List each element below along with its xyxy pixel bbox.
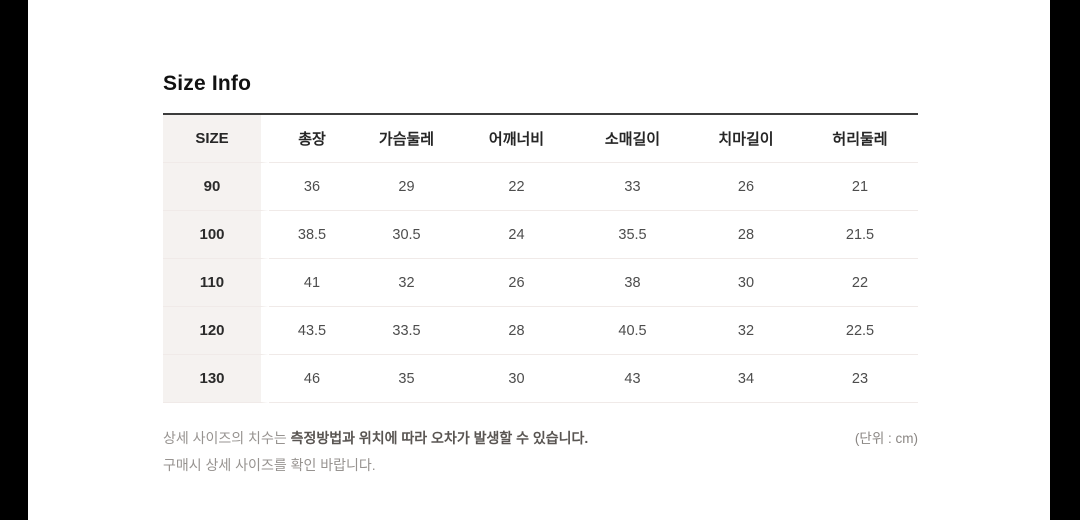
value-cell: 40.5 [575, 307, 690, 355]
letterbox-right [1050, 0, 1080, 520]
column-header-size: SIZE [163, 115, 269, 163]
size-cell: 120 [163, 307, 269, 355]
value-cell: 22 [802, 259, 918, 307]
value-cell: 22.5 [802, 307, 918, 355]
value-cell: 35 [355, 355, 458, 403]
table-row: 90 36 29 22 33 26 21 [163, 163, 918, 211]
value-cell: 30.5 [355, 211, 458, 259]
size-info-section: Size Info SIZE 총장 가슴둘레 어깨너비 소매길이 치마길이 허리… [163, 0, 918, 479]
note-row: 상세 사이즈의 치수는 측정방법과 위치에 따라 오차가 발생할 수 있습니다.… [163, 425, 918, 452]
column-header-shoulder: 어깨너비 [458, 115, 575, 163]
size-cell: 100 [163, 211, 269, 259]
value-cell: 32 [355, 259, 458, 307]
column-header-chest: 가슴둘레 [355, 115, 458, 163]
note-line-1-normal: 상세 사이즈의 치수는 [163, 430, 291, 446]
value-cell: 30 [690, 259, 802, 307]
value-cell: 22 [458, 163, 575, 211]
value-cell: 36 [269, 163, 355, 211]
value-cell: 41 [269, 259, 355, 307]
table-row: 120 43.5 33.5 28 40.5 32 22.5 [163, 307, 918, 355]
column-header-waist: 허리둘레 [802, 115, 918, 163]
value-cell: 30 [458, 355, 575, 403]
letterbox-left [0, 0, 28, 520]
value-cell: 32 [690, 307, 802, 355]
value-cell: 26 [458, 259, 575, 307]
column-header-total-length: 총장 [269, 115, 355, 163]
note-line-1: 상세 사이즈의 치수는 측정방법과 위치에 따라 오차가 발생할 수 있습니다. [163, 425, 588, 452]
size-cell: 90 [163, 163, 269, 211]
value-cell: 24 [458, 211, 575, 259]
table-row: 110 41 32 26 38 30 22 [163, 259, 918, 307]
value-cell: 28 [690, 211, 802, 259]
note-line-1-bold: 측정방법과 위치에 따라 오차가 발생할 수 있습니다. [290, 430, 589, 446]
size-cell: 130 [163, 355, 269, 403]
value-cell: 28 [458, 307, 575, 355]
column-header-skirt: 치마길이 [690, 115, 802, 163]
value-cell: 23 [802, 355, 918, 403]
size-cell: 110 [163, 259, 269, 307]
table-row: 130 46 35 30 43 34 23 [163, 355, 918, 403]
value-cell: 21 [802, 163, 918, 211]
table-row: 100 38.5 30.5 24 35.5 28 21.5 [163, 211, 918, 259]
unit-label: (단위 : cm) [854, 431, 918, 446]
size-table: SIZE 총장 가슴둘레 어깨너비 소매길이 치마길이 허리둘레 90 36 2… [163, 115, 918, 403]
value-cell: 34 [690, 355, 802, 403]
column-header-sleeve: 소매길이 [575, 115, 690, 163]
size-table-wrap: SIZE 총장 가슴둘레 어깨너비 소매길이 치마길이 허리둘레 90 36 2… [163, 113, 918, 403]
value-cell: 35.5 [575, 211, 690, 259]
value-cell: 38 [575, 259, 690, 307]
value-cell: 21.5 [802, 211, 918, 259]
value-cell: 29 [355, 163, 458, 211]
page-title: Size Info [163, 72, 252, 95]
value-cell: 26 [690, 163, 802, 211]
value-cell: 46 [269, 355, 355, 403]
value-cell: 33.5 [355, 307, 458, 355]
value-cell: 33 [575, 163, 690, 211]
size-notes: 상세 사이즈의 치수는 측정방법과 위치에 따라 오차가 발생할 수 있습니다.… [163, 425, 918, 479]
note-line-2: 구매시 상세 사이즈를 확인 바랍니다. [163, 457, 376, 473]
table-header-row: SIZE 총장 가슴둘레 어깨너비 소매길이 치마길이 허리둘레 [163, 115, 918, 163]
value-cell: 43 [575, 355, 690, 403]
value-cell: 38.5 [269, 211, 355, 259]
value-cell: 43.5 [269, 307, 355, 355]
